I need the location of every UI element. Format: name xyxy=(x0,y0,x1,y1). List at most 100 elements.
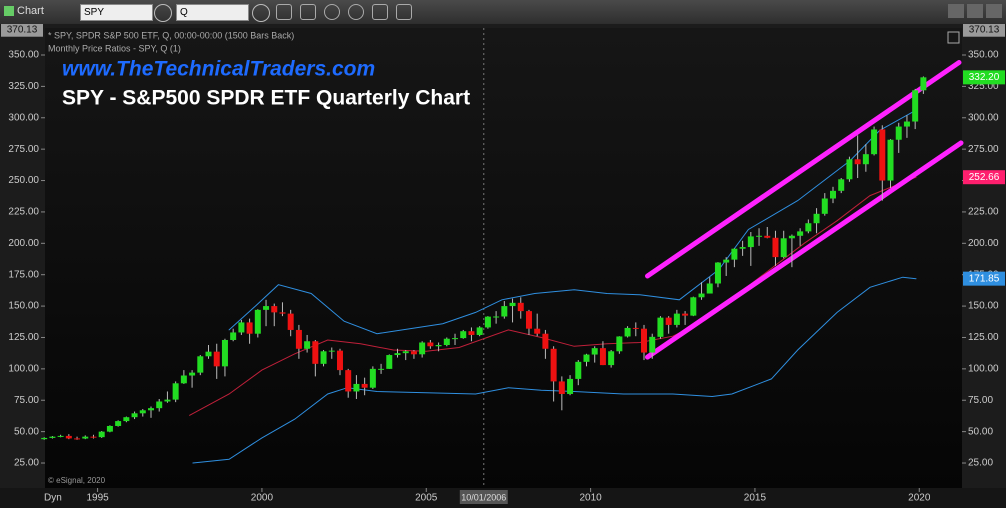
info-line: * SPY, SPDR S&P 500 ETF, Q, 00:00-00:00 … xyxy=(48,30,294,40)
candle-body xyxy=(879,129,886,181)
candle-body xyxy=(797,231,804,236)
expand-icon[interactable] xyxy=(947,31,960,44)
tool-icons xyxy=(276,4,436,20)
candle-body xyxy=(665,317,672,325)
symbol-input[interactable]: SPY xyxy=(80,4,153,21)
icon[interactable] xyxy=(276,4,292,20)
candle-body xyxy=(295,329,302,349)
candle-body xyxy=(139,410,146,414)
candle-body xyxy=(57,435,64,437)
candle-body xyxy=(49,436,56,438)
y-tick-label: 125.00 xyxy=(968,332,999,343)
candle-body xyxy=(525,311,532,329)
candle-body xyxy=(476,327,483,335)
x-tick-label: 2020 xyxy=(908,493,931,504)
candle-body xyxy=(221,339,228,367)
candle-body xyxy=(246,322,253,334)
candle-body xyxy=(542,333,549,349)
candle-body xyxy=(887,139,894,181)
y-tick-label: 50.00 xyxy=(14,426,39,437)
candle-body xyxy=(624,327,631,337)
middle-band xyxy=(189,176,917,416)
candle-body xyxy=(230,332,237,340)
candle-body xyxy=(402,351,409,354)
candle-body xyxy=(682,313,689,316)
candle-body xyxy=(74,438,81,440)
candle-body xyxy=(895,126,902,140)
candle-body xyxy=(484,316,491,328)
button[interactable] xyxy=(252,4,270,22)
candle-body xyxy=(714,262,721,284)
candle-body xyxy=(509,302,516,307)
candle-body xyxy=(575,361,582,379)
icon[interactable] xyxy=(372,4,388,20)
y-tick-label: 75.00 xyxy=(968,395,993,406)
candle-body xyxy=(846,159,853,180)
candle-body xyxy=(287,313,294,330)
candle-body xyxy=(641,328,648,353)
candle-body xyxy=(460,331,467,339)
candle-body xyxy=(353,383,360,392)
candle-body xyxy=(320,351,327,364)
icon[interactable] xyxy=(324,4,340,20)
y-tick-label: 275.00 xyxy=(968,144,999,155)
window-button[interactable] xyxy=(948,4,964,18)
y-tick-label: 75.00 xyxy=(14,395,39,406)
upper-band xyxy=(228,109,917,335)
y-tick-label: 275.00 xyxy=(8,144,39,155)
y-tick-label: 300.00 xyxy=(968,112,999,123)
candle-body xyxy=(123,417,130,422)
y-tick-label: 100.00 xyxy=(8,364,39,375)
candle-body xyxy=(271,306,278,313)
candle-body xyxy=(394,353,401,356)
candle-body xyxy=(772,237,779,258)
icon[interactable] xyxy=(348,4,364,20)
candle-body xyxy=(591,348,598,355)
candle-body xyxy=(599,348,606,366)
price-label: 332.20 xyxy=(969,72,1000,83)
candle-body xyxy=(805,223,812,232)
y-tick-label: 200.00 xyxy=(8,238,39,249)
x-tick-label: 1995 xyxy=(86,493,109,504)
candle-body xyxy=(871,129,878,155)
candle-body xyxy=(452,338,459,340)
candle-body xyxy=(205,351,212,357)
candle-body xyxy=(608,351,615,366)
candle-body xyxy=(115,421,122,426)
candle-body xyxy=(410,351,417,355)
y-tick-label: 300.00 xyxy=(8,112,39,123)
candle-body xyxy=(731,248,738,260)
candle-body xyxy=(369,368,376,388)
candle-body xyxy=(312,341,319,364)
candle-body xyxy=(189,372,196,376)
price-label-bg xyxy=(1,24,43,37)
candle-body xyxy=(98,431,105,438)
candle-body xyxy=(378,368,385,370)
candle-body xyxy=(756,235,763,237)
window-button[interactable] xyxy=(986,4,1002,18)
y-tick-label: 200.00 xyxy=(968,238,999,249)
channel-upper xyxy=(645,60,962,279)
lower-band xyxy=(192,276,917,464)
candle-body xyxy=(517,302,524,312)
footer-left: Dyn xyxy=(44,493,62,504)
candle-body xyxy=(723,259,730,263)
candle-body xyxy=(673,313,680,325)
channel-lower xyxy=(645,140,964,360)
candle-body xyxy=(279,312,286,314)
info-line: Monthly Price Ratios - SPY, Q (1) xyxy=(48,43,181,53)
y-tick-label: 100.00 xyxy=(968,364,999,375)
icon[interactable] xyxy=(300,4,316,20)
candle-body xyxy=(567,378,574,394)
chart-title: SPY - S&P500 SPDR ETF Quarterly Chart xyxy=(62,87,470,110)
icon[interactable] xyxy=(396,4,412,20)
candle-body xyxy=(903,121,910,127)
candle-body xyxy=(558,381,565,394)
crosshair-label: 10/01/2006 xyxy=(461,492,506,502)
window-button[interactable] xyxy=(967,4,983,18)
button[interactable] xyxy=(154,4,172,22)
candle-body xyxy=(106,425,113,432)
price-label-bg xyxy=(963,24,1005,37)
interval-input[interactable]: Q xyxy=(176,4,249,21)
